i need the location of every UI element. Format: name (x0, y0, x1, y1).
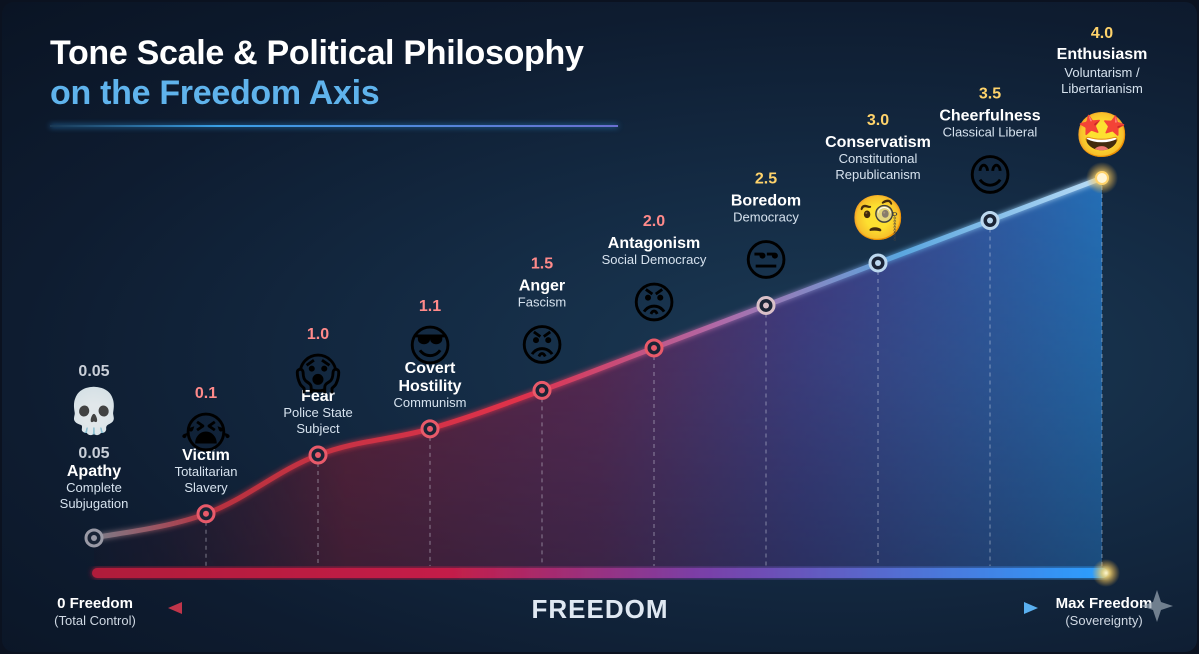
axis-left-subtitle: (Total Control) (54, 613, 136, 628)
data-label-value: 1.5 (531, 255, 553, 272)
data-point-core (651, 344, 657, 351)
antagonism-face-icon: 😡 (631, 278, 677, 329)
crying-face-icon: 😭 (180, 408, 231, 459)
smiling-face-icon: 😊 (967, 150, 1013, 201)
data-point-core (91, 534, 97, 541)
data-point-core (875, 259, 881, 266)
freedom-axis-end-glow (1092, 559, 1120, 587)
data-label-name: Antagonism (608, 235, 700, 252)
data-label-desc: Republicanism (835, 167, 920, 182)
data-label-desc: Totalitarian (175, 464, 238, 479)
data-label-desc: Democracy (733, 209, 799, 224)
masked-face-icon: 😎 (407, 321, 453, 372)
chart-title: Tone Scale & Political Philosophy (50, 34, 584, 72)
freedom-axis-bar (92, 568, 1108, 578)
data-label-name: Cheerfulness (939, 107, 1040, 124)
data-label-name: Conservatism (825, 134, 931, 151)
freedom-arrow-left-head (168, 602, 182, 614)
axis-left-title: 0 Freedom (57, 595, 133, 612)
data-label-name: Enthusiasm (1057, 46, 1148, 63)
data-label-desc: Classical Liberal (943, 124, 1038, 139)
data-label-desc: Complete (66, 480, 122, 495)
freedom-axis-label: FREEDOM (532, 594, 669, 624)
data-point-core (427, 425, 433, 432)
data-label-desc: Police State (283, 405, 352, 420)
data-label-value: 0.05 (78, 363, 109, 380)
skull-icon: 💀 (67, 386, 122, 437)
data-label-value: 3.0 (867, 112, 889, 129)
data-point-core (539, 387, 545, 394)
data-label-name: Hostility (398, 378, 461, 395)
data-label-value: 1.0 (307, 326, 329, 343)
data-point (1095, 171, 1109, 185)
data-label-desc: Communism (394, 395, 467, 410)
data-label-value-secondary: 0.05 (78, 445, 109, 462)
freedom-arrow-right-head (1024, 602, 1038, 614)
chart-subtitle: on the Freedom Axis (50, 74, 380, 112)
axis-right-subtitle: (Sovereignty) (1065, 613, 1142, 628)
data-label-desc: Voluntarism / (1064, 65, 1140, 80)
data-label-value: 2.0 (643, 213, 665, 230)
data-label-value: 4.0 (1091, 25, 1113, 42)
data-label-value: 2.5 (755, 170, 777, 187)
title-underline (50, 125, 618, 127)
data-label-name: Fear (301, 388, 335, 405)
unamused-face-icon: 😒 (743, 235, 789, 286)
sparkle-icon (1141, 590, 1173, 622)
data-label-desc: Social Democracy (602, 252, 707, 267)
star-struck-face-icon: 🤩 (1075, 110, 1130, 161)
data-label-desc: Subject (296, 421, 340, 436)
data-label-value: 0.1 (195, 385, 217, 402)
angry-face-icon: 😡 (519, 320, 565, 371)
data-label-name: Anger (519, 277, 565, 294)
data-label-name: Boredom (731, 192, 801, 209)
data-label-name: Victim (182, 447, 230, 464)
data-point-core (763, 302, 769, 309)
data-label-value: 3.5 (979, 85, 1001, 102)
data-label-name: Apathy (67, 463, 121, 480)
axis-right-title: Max Freedom (1056, 595, 1153, 612)
data-label-name: Covert (405, 360, 456, 377)
data-point-core (315, 452, 321, 459)
screaming-face-icon: 😱 (295, 349, 341, 400)
series-line (91, 175, 1105, 541)
data-label-desc: Fascism (518, 294, 566, 309)
data-label-desc: Slavery (184, 480, 228, 495)
monocle-face-icon: 🧐 (851, 193, 906, 244)
data-label-desc: Subjugation (60, 496, 129, 511)
data-label-desc: Libertarianism (1061, 81, 1143, 96)
data-point-core (203, 510, 209, 517)
data-point-core (987, 217, 993, 224)
data-label-value: 1.1 (419, 298, 441, 315)
data-label-desc: Constitutional (839, 151, 918, 166)
